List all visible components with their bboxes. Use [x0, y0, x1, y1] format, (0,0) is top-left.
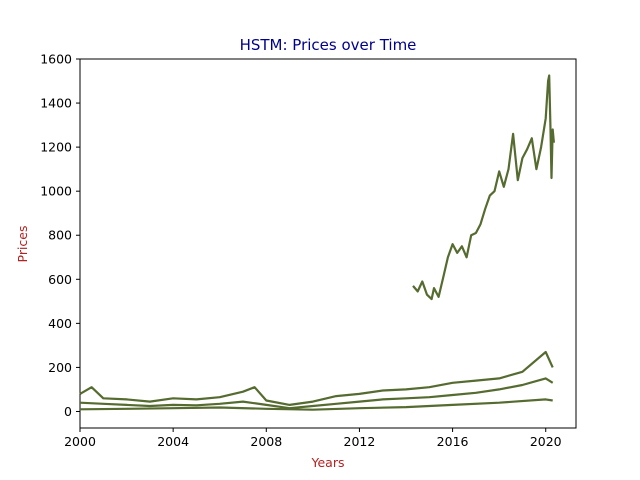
x-tick-label: 2012 [344, 434, 376, 449]
x-tick-label: 2016 [437, 434, 469, 449]
x-tick-label: 2008 [250, 434, 282, 449]
x-tick-label: 2000 [64, 434, 96, 449]
series-line-4 [79, 398, 553, 411]
y-tick-label: 1000 [40, 184, 72, 199]
y-axis-label: Prices [15, 225, 30, 262]
x-tick-label: 2020 [530, 434, 562, 449]
series-line-2 [79, 350, 554, 406]
x-tick-label: 2004 [157, 434, 189, 449]
y-tick-label: 0 [64, 404, 72, 419]
plot-frame [79, 58, 577, 429]
y-axis-ticks: 0 200 400 600 800 1000 1200 1400 1600 [40, 52, 80, 419]
y-tick-label: 1200 [40, 140, 72, 155]
y-tick-label: 1400 [40, 96, 72, 111]
series-line-3 [79, 377, 554, 410]
y-tick-label: 800 [48, 228, 72, 243]
series-line-1 [412, 74, 555, 301]
y-tick-label: 400 [48, 316, 72, 331]
axes [79, 58, 577, 429]
x-axis-ticks: 2000 2004 2008 2012 2016 2020 [64, 428, 562, 449]
y-tick-label: 1600 [40, 52, 72, 67]
y-tick-label: 200 [48, 360, 72, 375]
series-lines [79, 74, 555, 411]
chart-title: HSTM: Prices over Time [240, 36, 417, 54]
y-tick-label: 600 [48, 272, 72, 287]
x-axis-label: Years [311, 455, 345, 470]
